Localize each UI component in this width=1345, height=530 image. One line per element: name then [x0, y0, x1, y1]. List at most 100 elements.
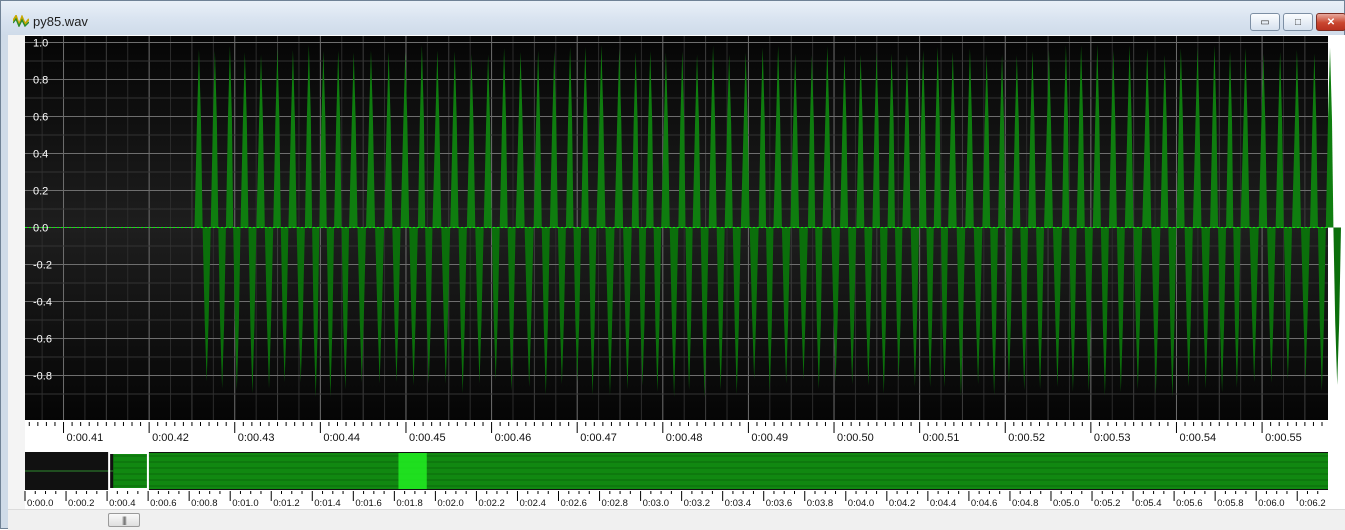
minimize-button[interactable]: ▭ — [1250, 13, 1280, 31]
waveform-peak-positive — [631, 51, 639, 228]
waveform-peak-positive — [1258, 53, 1268, 228]
waveform-signal — [194, 44, 1341, 398]
waveform-peak-positive — [933, 47, 941, 228]
waveform-peak-negative — [326, 227, 335, 397]
waveform-peak-positive — [758, 47, 767, 228]
overview-strip[interactable] — [25, 452, 1329, 490]
waveform-peak-positive — [678, 51, 686, 228]
overview-time-label: 0:00.6 — [150, 498, 176, 509]
waveform-peak-positive — [1076, 45, 1085, 228]
waveform-peak-positive — [614, 48, 624, 228]
waveform-peak-negative — [233, 227, 241, 391]
waveform-peak-negative — [1116, 227, 1125, 393]
waveform-peak-positive — [692, 54, 701, 228]
waveform-panel[interactable]: 1.0 0.8 0.6 0.4 0.2 0.0 -0.2 -0.4 -0.6 -0.8 — [8, 35, 1341, 509]
time-ruler-ticks — [28, 422, 1323, 433]
waveform-peak-negative — [573, 227, 582, 382]
overview-view-window — [108, 452, 149, 490]
waveform-peak-negative — [973, 227, 983, 385]
title-bar[interactable]: py85.wav ▭ □ ✕ — [1, 1, 1345, 35]
waveform-peak-negative — [296, 227, 305, 383]
time-label: 0:00.53 — [1094, 432, 1131, 444]
waveform-peak-negative — [848, 227, 857, 385]
waveform-peak-negative — [507, 227, 516, 392]
waveform-peak-negative — [425, 227, 433, 384]
waveform-peak-negative — [218, 227, 226, 389]
overview-time-label: 0:02.8 — [602, 498, 628, 509]
overview-time-label: 0:03.6 — [766, 498, 792, 509]
waveform-peak-negative — [638, 227, 647, 386]
overview-time-label: 0:05.4 — [1135, 498, 1161, 509]
time-ruler[interactable]: 0:00.41 0:00.42 0:00.43 0:00.44 0:00.45 0:00.… — [25, 420, 1328, 447]
time-ruler-background[interactable] — [25, 420, 1328, 447]
amplitude-label: 0.2 — [33, 186, 48, 198]
waveform-peak-positive — [740, 52, 750, 228]
waveform-peak-negative — [357, 227, 366, 383]
overview-time-label: 0:06.2 — [1299, 498, 1325, 509]
overview-time-label: 0:00.4 — [109, 498, 135, 509]
overview-time-label: 0:04.2 — [889, 498, 915, 509]
waveform-peak-negative — [815, 227, 823, 390]
waveform-peak-negative — [1052, 227, 1062, 387]
waveform-peak-positive — [948, 51, 957, 228]
waveform-peak-positive — [565, 47, 574, 228]
maximize-button[interactable]: □ — [1283, 13, 1313, 31]
waveform-peak-positive — [790, 53, 800, 228]
close-button[interactable]: ✕ — [1316, 13, 1345, 31]
waveform-peak-negative — [557, 227, 566, 385]
overview-time-label: 0:01.8 — [396, 498, 422, 509]
time-label: 0:00.52 — [1008, 432, 1045, 444]
waveform-peak-positive — [1092, 44, 1101, 228]
waveform-peak-negative — [458, 227, 467, 394]
waveform-peak-positive — [1210, 45, 1219, 228]
waveform-peak-negative — [956, 227, 966, 397]
waveform-peak-positive — [822, 46, 832, 228]
waveform-peak-negative — [1168, 227, 1177, 398]
amplitude-label: 1.0 — [33, 38, 48, 50]
overview-time-label: 0:00.8 — [191, 498, 217, 509]
waveform-peak-negative — [202, 227, 211, 382]
waveform-peak-negative — [685, 227, 693, 391]
waveform-peak-negative — [1317, 227, 1326, 392]
waveform-peak-positive — [596, 45, 606, 228]
waveform-peak-positive — [856, 54, 865, 228]
waveform-peak-positive — [515, 51, 525, 228]
waveform-peak-positive — [1192, 46, 1202, 228]
waveform-peak-negative — [894, 227, 903, 380]
waveform-peak-positive — [225, 45, 234, 228]
audio-editor-canvas: 1.0 0.8 0.6 0.4 0.2 0.0 -0.2 -0.4 -0.6 -0.8 0:00.… — [8, 35, 1341, 509]
horizontal-scrollbar[interactable]: ||| — [8, 509, 1345, 530]
waveform-peak-negative — [1005, 227, 1013, 383]
waveform-peak-positive — [1325, 47, 1334, 228]
waveform-peak-negative — [1020, 227, 1029, 391]
waveform-peak-positive — [1310, 53, 1318, 228]
time-label: 0:00.46 — [495, 432, 532, 444]
overview-time-label: 0:01.0 — [232, 498, 258, 509]
waveform-peak-positive — [998, 54, 1006, 228]
overview-time-label: 0:04.4 — [930, 498, 956, 509]
maximize-icon: □ — [1294, 16, 1302, 28]
amplitude-label: 0.0 — [33, 223, 48, 235]
overview-time-label: 0:04.0 — [848, 498, 874, 509]
waveform-peak-negative — [605, 227, 615, 396]
overview-time-label: 0:06.0 — [1258, 498, 1284, 509]
overview-time-label: 0:03.2 — [684, 498, 710, 509]
amplitude-label: -0.8 — [33, 371, 52, 383]
waveform-peak-positive — [919, 50, 927, 228]
waveform-peak-negative — [280, 227, 289, 383]
overview-time-label: 0:01.4 — [314, 498, 340, 509]
scrollbar-thumb[interactable]: ||| — [108, 513, 140, 527]
time-label: 0:00.50 — [837, 432, 874, 444]
waveform-peak-positive — [708, 45, 717, 228]
waveform-peak-positive — [304, 45, 313, 228]
waveform-peak-negative — [831, 227, 841, 382]
waveform-peak-negative — [524, 227, 534, 388]
overview-time-label: 0:02.2 — [478, 498, 504, 509]
waveform-peak-positive — [646, 51, 654, 228]
waveform-peak-negative — [588, 227, 597, 396]
waveform-peak-negative — [1333, 227, 1341, 385]
waveform-peak-negative — [781, 227, 791, 384]
overview-signal-band — [113, 453, 1329, 489]
waveform-peak-negative — [1100, 227, 1109, 396]
